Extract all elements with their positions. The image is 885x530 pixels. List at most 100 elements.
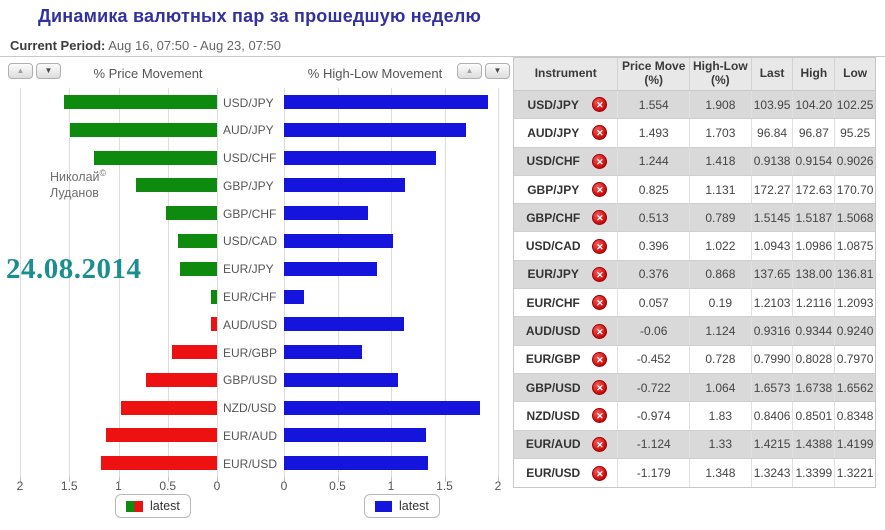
instrument-cell: EUR/GBP ✕	[514, 346, 617, 373]
table-cell-last: 0.9138	[750, 147, 793, 175]
table-cell-high: 1.4388	[792, 430, 834, 458]
table-cell-last: 1.5145	[750, 204, 793, 232]
current-period-label: Current Period:	[10, 38, 106, 53]
table-cell-low: 1.0875	[834, 232, 875, 260]
instrument-name: AUD/JPY	[527, 125, 580, 140]
instrument-cell: AUD/JPY ✕	[514, 119, 617, 146]
remove-instrument-icon[interactable]: ✕	[592, 153, 608, 169]
price-move-bar	[166, 206, 217, 221]
table-cell-high: 96.87	[792, 119, 834, 147]
table-cell-price_move: 1.493	[617, 119, 689, 147]
price-movement-legend: latest	[115, 494, 191, 518]
price-move-bar	[63, 95, 217, 109]
current-period-value: Aug 16, 07:50 - Aug 23, 07:50	[108, 38, 282, 53]
instrument-cell: USD/CHF ✕	[514, 148, 617, 175]
high-low-bar	[284, 122, 467, 137]
table-cell-last: 1.0943	[750, 232, 793, 260]
remove-instrument-icon[interactable]: ✕	[592, 323, 608, 339]
table-cell-price_move: -0.722	[617, 373, 689, 402]
table-cell-high: 1.6738	[792, 373, 834, 402]
table-cell-high_low: 1.022	[689, 232, 751, 260]
remove-instrument-icon[interactable]: ✕	[592, 408, 608, 424]
table-cell-last: 172.27	[750, 175, 793, 204]
table-row: EUR/JPY ✕ 0.376 0.868 137.65 138.00 136.81	[514, 260, 875, 290]
instrument-name: EUR/GBP	[525, 352, 581, 367]
pair-label: USD/JPY	[223, 95, 274, 110]
remove-instrument-icon[interactable]: ✕	[592, 436, 608, 452]
remove-instrument-icon[interactable]: ✕	[592, 380, 608, 396]
pair-label: GBP/USD	[223, 373, 278, 388]
high-low-chart-title: % High-Low Movement	[307, 66, 443, 81]
high-low-gridline	[284, 88, 285, 477]
table-row: USD/CAD ✕ 0.396 1.022 1.0943 1.0986 1.0875	[514, 232, 875, 261]
high-low-bar	[284, 178, 406, 193]
price-movement-tick	[118, 477, 120, 482]
table-cell-price_move: 1.244	[617, 147, 689, 175]
pair-label: GBP/CHF	[223, 206, 277, 221]
sort-down-button-right[interactable]: ▼	[485, 63, 510, 79]
price-movement-gridline	[20, 88, 21, 477]
table-cell-low: 102.25	[834, 91, 875, 119]
legend-label: latest	[399, 499, 429, 513]
table-cell-price_move: -0.452	[617, 345, 689, 373]
instrument-cell: AUD/USD ✕	[514, 317, 617, 344]
remove-instrument-icon[interactable]: ✕	[592, 210, 608, 226]
price-move-bar	[211, 317, 217, 332]
instrument-cell: EUR/AUD ✕	[514, 431, 617, 458]
table-cell-last: 96.84	[750, 119, 793, 147]
instrument-name: AUD/USD	[525, 324, 581, 339]
sort-up-button-left[interactable]: ▲	[8, 63, 33, 79]
price-movement-axis-tick-label: 0.5	[159, 479, 177, 493]
right-sort-arrows: ▲ ▼	[457, 63, 510, 79]
pair-label: EUR/AUD	[223, 428, 278, 443]
pair-label: USD/CAD	[223, 234, 278, 249]
table-cell-last: 1.2103	[750, 289, 793, 317]
table-cell-high_low: 0.19	[689, 289, 751, 317]
table-header-cell: High-Low (%)	[689, 58, 751, 90]
high-low-axis-tick-label: 2	[494, 479, 502, 493]
instrument-cell: USD/CAD ✕	[514, 232, 617, 259]
table-cell-price_move: -1.179	[617, 458, 689, 488]
price-movement-tick	[167, 477, 169, 482]
table-cell-low: 1.5068	[834, 204, 875, 232]
price-movement-axis-tick-label: 0	[213, 479, 221, 493]
price-movement-axis-tick-label: 1	[115, 479, 122, 493]
instrument-name: EUR/CHF	[526, 295, 580, 310]
sort-down-button-left[interactable]: ▼	[36, 63, 61, 79]
remove-instrument-icon[interactable]: ✕	[592, 266, 608, 282]
table-row: GBP/USD ✕ -0.722 1.064 1.6573 1.6738 1.6562	[514, 373, 875, 403]
table-cell-last: 0.7990	[750, 345, 793, 373]
table-row: GBP/CHF ✕ 0.513 0.789 1.5145 1.5187 1.5068	[514, 204, 875, 233]
table-cell-low: 1.2093	[834, 289, 875, 317]
legend-label: latest	[150, 499, 180, 513]
high-low-bar	[284, 372, 398, 387]
table-cell-price_move: 0.396	[617, 232, 689, 260]
sort-up-button-right[interactable]: ▲	[457, 63, 482, 79]
table-cell-last: 103.95	[750, 91, 793, 119]
remove-instrument-icon[interactable]: ✕	[592, 351, 608, 367]
high-low-tick	[498, 477, 499, 482]
remove-instrument-icon[interactable]: ✕	[592, 238, 608, 254]
table-cell-price_move: -1.124	[617, 430, 689, 458]
date-stamp: 24.08.2014	[6, 253, 142, 285]
pair-label: AUD/JPY	[223, 123, 274, 138]
table-row: AUD/USD ✕ -0.06 1.124 0.9316 0.9344 0.9240	[514, 317, 875, 346]
price-move-bar	[172, 345, 217, 360]
table-row: GBP/JPY ✕ 0.825 1.131 172.27 172.63 170.70	[514, 175, 875, 205]
high-low-bar	[284, 428, 427, 443]
remove-instrument-icon[interactable]: ✕	[592, 465, 608, 481]
high-low-bar	[284, 206, 369, 221]
table-cell-high_low: 1.33	[689, 430, 751, 458]
table-cell-price_move: -0.974	[617, 402, 689, 430]
high-low-gridline	[391, 88, 392, 477]
table-cell-last: 0.8406	[750, 402, 793, 430]
remove-instrument-icon[interactable]: ✕	[592, 295, 608, 311]
remove-instrument-icon[interactable]: ✕	[592, 97, 608, 113]
table-cell-high: 1.3399	[792, 458, 834, 488]
high-low-gridline	[337, 88, 339, 477]
table-cell-low: 1.4199	[834, 430, 875, 458]
remove-instrument-icon[interactable]: ✕	[592, 125, 608, 141]
remove-instrument-icon[interactable]: ✕	[592, 182, 608, 198]
table-cell-high: 104.20	[792, 91, 834, 119]
table-cell-price_move: 0.825	[617, 175, 689, 204]
